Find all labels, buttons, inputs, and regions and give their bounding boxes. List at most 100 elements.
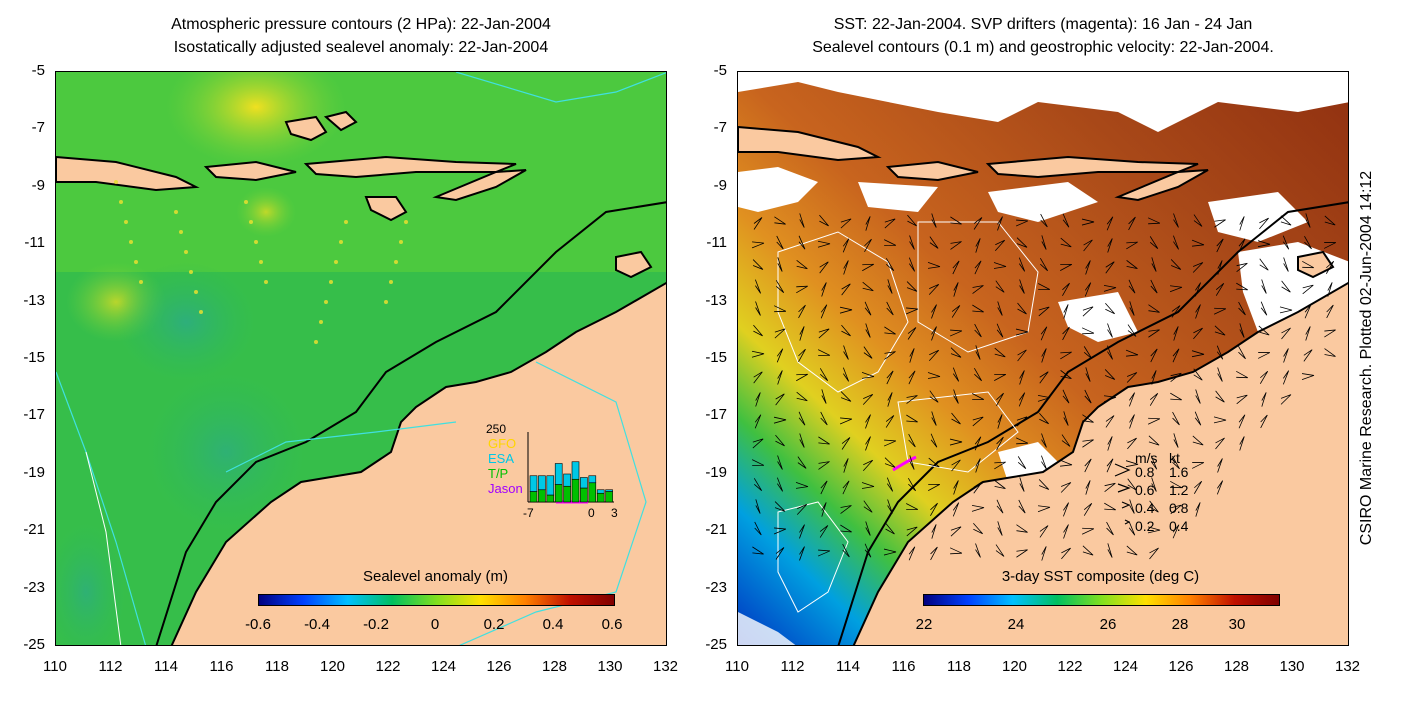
latitude-tick-label: -21 bbox=[705, 521, 727, 539]
latitude-tick-label: -17 bbox=[23, 406, 45, 424]
latitude-tick-label: -21 bbox=[23, 521, 45, 539]
velocity-legend: m/s kt 0.8 1.6 0.6 1.2 0.4 0.8 0.2 0.4 bbox=[1113, 450, 1223, 540]
longitude-tick-label: 130 bbox=[597, 658, 623, 675]
inset-xtick: 3 bbox=[611, 506, 618, 520]
velocity-legend-ms: 0.2 bbox=[1135, 518, 1155, 534]
inset-xtick: 0 bbox=[588, 506, 595, 520]
inset-bar-esa bbox=[554, 463, 563, 485]
longitude-tick-label: 126 bbox=[1168, 658, 1194, 675]
latitude-tick-label: -17 bbox=[705, 406, 727, 424]
longitude-tick-label: 132 bbox=[1334, 658, 1361, 675]
sealevel-colorbar-tick: 0.6 bbox=[601, 616, 623, 633]
latitude-tick-label: -7 bbox=[31, 119, 45, 137]
latitude-tick-label: -23 bbox=[23, 578, 45, 596]
longitude-tick-label: 130 bbox=[1279, 658, 1305, 675]
latitude-tick-label: -23 bbox=[705, 578, 727, 596]
sealevel-colorbar-tick: 0.4 bbox=[542, 616, 564, 633]
velocity-legend-kt: 1.2 bbox=[1169, 482, 1189, 498]
latitude-tick-label: -13 bbox=[23, 291, 45, 309]
inset-histogram bbox=[527, 432, 614, 504]
longitude-tick-label: 124 bbox=[1112, 658, 1139, 675]
inset-bar-tp bbox=[554, 484, 563, 503]
sealevel-anomaly-map: Sealevel anomaly (m) -0.6 -0.4 -0.2 0 0.… bbox=[55, 71, 667, 646]
longitude-tick-label: 122 bbox=[375, 658, 401, 675]
inset-bar-esa bbox=[529, 475, 538, 492]
latitude-tick-label: -15 bbox=[23, 349, 45, 366]
latitude-tick-label: -11 bbox=[24, 234, 45, 252]
inset-bar-esa bbox=[546, 475, 555, 496]
latitude-tick-label: -9 bbox=[31, 176, 45, 194]
inset-ymax-label: 250 bbox=[486, 422, 507, 436]
inset-bar-tp bbox=[563, 485, 571, 503]
altimeter-inset: 250 GFO ESA T/P Jason -7 0 3 bbox=[476, 422, 626, 522]
longitude-tick-label: 128 bbox=[541, 658, 568, 675]
sealevel-colorbar-tick: -0.4 bbox=[304, 616, 330, 633]
longitude-tick-label: 126 bbox=[486, 658, 512, 675]
latitude-tick-label: -25 bbox=[23, 636, 45, 653]
velocity-legend-header-kt: kt bbox=[1169, 450, 1180, 466]
longitude-tick-label: 122 bbox=[1057, 658, 1083, 675]
longitude-tick-label: 110 bbox=[43, 658, 67, 675]
longitude-tick-label: 118 bbox=[265, 658, 289, 675]
velocity-legend-kt: 0.8 bbox=[1169, 500, 1189, 516]
latitude-tick-label: -9 bbox=[713, 176, 727, 194]
inset-bar-esa bbox=[588, 475, 597, 484]
longitude-tick-label: 112 bbox=[98, 658, 123, 675]
longitude-tick-label: 120 bbox=[1001, 658, 1028, 675]
inset-bar-esa bbox=[538, 475, 546, 491]
longitude-tick-label: 110 bbox=[725, 658, 749, 675]
sst-colorbar bbox=[923, 594, 1280, 606]
inset-bar-tp bbox=[546, 494, 555, 503]
latitude-tick-label: -19 bbox=[23, 463, 45, 481]
left-title-line2: Isostatically adjusted sealevel anomaly:… bbox=[173, 39, 549, 56]
longitude-tick-label: 116 bbox=[209, 658, 234, 675]
sealevel-colorbar-label: Sealevel anomaly (m) bbox=[362, 568, 509, 585]
inset-bar-tp bbox=[580, 487, 588, 503]
latitude-tick-label: -15 bbox=[705, 349, 727, 366]
inset-bar-tp bbox=[571, 478, 580, 503]
sst-colorbar-tick: 30 bbox=[1228, 616, 1246, 633]
inset-bar-tp bbox=[596, 492, 605, 503]
right-title-line1: SST: 22-Jan-2004. SVP drifters (magenta)… bbox=[833, 16, 1253, 33]
inset-bar-esa bbox=[563, 473, 571, 487]
latitude-tick-label: -5 bbox=[31, 62, 45, 79]
inset-bar-esa bbox=[596, 489, 605, 494]
inset-mission-jason: Jason bbox=[488, 481, 523, 496]
longitude-tick-label: 114 bbox=[154, 658, 178, 675]
velocity-legend-kt: 0.4 bbox=[1169, 518, 1189, 534]
velocity-legend-ms: 0.8 bbox=[1135, 464, 1155, 480]
velocity-legend-header-ms: m/s bbox=[1135, 450, 1158, 466]
latitude-tick-label: -19 bbox=[705, 463, 727, 481]
inset-bar-tp bbox=[588, 482, 597, 503]
inset-xtick: -7 bbox=[523, 506, 534, 520]
inset-bar-tp bbox=[605, 491, 613, 503]
longitude-tick-label: 118 bbox=[947, 658, 971, 675]
sealevel-colorbar bbox=[258, 594, 615, 606]
sst-colorbar-label: 3-day SST composite (deg C) bbox=[1001, 568, 1200, 585]
latitude-tick-label: -7 bbox=[713, 119, 727, 137]
inset-bar-esa bbox=[580, 477, 588, 489]
longitude-tick-label: 132 bbox=[652, 658, 679, 675]
longitude-tick-label: 128 bbox=[1223, 658, 1250, 675]
sealevel-colorbar-tick: 0.2 bbox=[483, 616, 505, 633]
sst-colorbar-tick: 26 bbox=[1099, 616, 1117, 633]
inset-bar-esa bbox=[605, 489, 613, 492]
velocity-arrow-icons bbox=[1114, 463, 1131, 525]
sst-map: m/s kt 0.8 1.6 0.6 1.2 0.4 0.8 0.2 0.4 3… bbox=[737, 71, 1349, 646]
inset-mission-esa: ESA bbox=[488, 451, 515, 466]
right-title-line2: Sealevel contours (0.1 m) and geostrophi… bbox=[812, 39, 1274, 56]
velocity-legend-ms: 0.4 bbox=[1135, 500, 1155, 516]
sst-colorbar-tick: 28 bbox=[1171, 616, 1189, 633]
longitude-tick-label: 114 bbox=[836, 658, 860, 675]
inset-mission-gfo: GFO bbox=[488, 436, 517, 451]
velocity-legend-ms: 0.6 bbox=[1135, 482, 1155, 498]
sst-colorbar-tick: 24 bbox=[1007, 616, 1025, 633]
sst-colorbar-tick: 22 bbox=[915, 616, 933, 633]
latitude-tick-label: -25 bbox=[705, 636, 727, 653]
left-title-line1: Atmospheric pressure contours (2 HPa): 2… bbox=[171, 16, 551, 33]
plot-credit-label: CSIRO Marine Research. Plotted 02-Jun-20… bbox=[1358, 170, 1375, 546]
longitude-tick-label: 112 bbox=[780, 658, 805, 675]
longitude-tick-label: 120 bbox=[319, 658, 346, 675]
latitude-tick-label: -13 bbox=[705, 291, 727, 309]
longitude-tick-label: 124 bbox=[430, 658, 457, 675]
